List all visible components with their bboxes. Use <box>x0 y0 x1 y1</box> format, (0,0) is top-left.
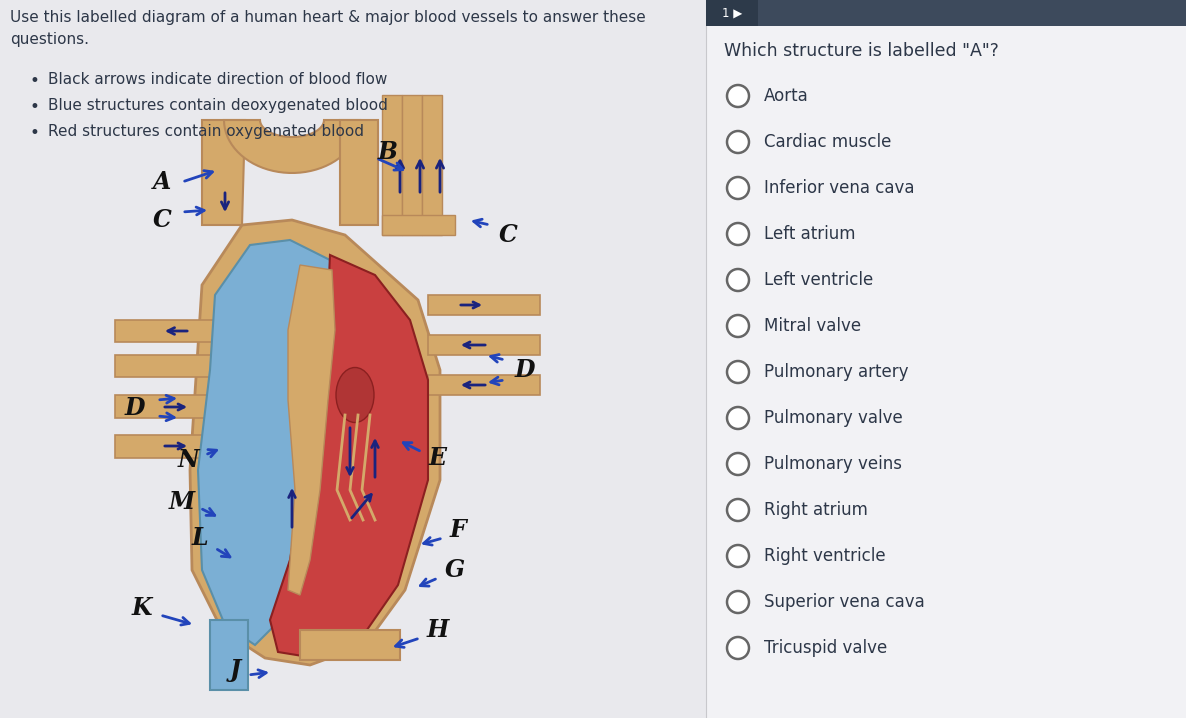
Text: D: D <box>515 358 535 382</box>
Text: Which structure is labelled "A"?: Which structure is labelled "A"? <box>723 42 999 60</box>
Text: Left atrium: Left atrium <box>764 225 855 243</box>
Text: Left ventricle: Left ventricle <box>764 271 873 289</box>
Text: Right ventricle: Right ventricle <box>764 547 886 565</box>
Text: •: • <box>30 72 40 90</box>
Polygon shape <box>198 240 340 645</box>
Circle shape <box>727 269 750 291</box>
Polygon shape <box>115 395 246 418</box>
Polygon shape <box>382 95 402 235</box>
Text: G: G <box>445 558 465 582</box>
Circle shape <box>727 407 750 429</box>
Circle shape <box>727 637 750 659</box>
Text: Red structures contain oxygenated blood: Red structures contain oxygenated blood <box>47 124 364 139</box>
Polygon shape <box>300 630 400 660</box>
Circle shape <box>727 315 750 337</box>
Text: N: N <box>177 448 199 472</box>
Circle shape <box>727 131 750 153</box>
Circle shape <box>727 545 750 567</box>
Text: Cardiac muscle: Cardiac muscle <box>764 133 892 151</box>
Circle shape <box>727 85 750 107</box>
Text: C: C <box>153 208 171 232</box>
Text: K: K <box>132 596 152 620</box>
Polygon shape <box>115 320 246 342</box>
Text: A: A <box>153 170 171 194</box>
Polygon shape <box>190 220 440 665</box>
Circle shape <box>727 177 750 199</box>
Polygon shape <box>202 120 246 225</box>
Polygon shape <box>115 435 246 458</box>
Bar <box>706 0 1186 26</box>
Text: J: J <box>229 658 241 682</box>
Text: Tricuspid valve: Tricuspid valve <box>764 639 887 657</box>
Text: H: H <box>427 618 449 642</box>
Text: L: L <box>192 526 209 550</box>
Polygon shape <box>270 255 428 658</box>
Text: F: F <box>449 518 466 542</box>
Text: Black arrows indicate direction of blood flow: Black arrows indicate direction of blood… <box>47 72 388 87</box>
Polygon shape <box>340 120 378 225</box>
Text: •: • <box>30 124 40 142</box>
Ellipse shape <box>336 368 374 422</box>
Text: B: B <box>378 140 398 164</box>
Text: D: D <box>125 396 145 420</box>
Circle shape <box>727 223 750 245</box>
Text: Pulmonary veins: Pulmonary veins <box>764 455 903 473</box>
Text: E: E <box>429 446 447 470</box>
Text: Pulmonary artery: Pulmonary artery <box>764 363 908 381</box>
Polygon shape <box>428 335 540 355</box>
Polygon shape <box>428 295 540 315</box>
Polygon shape <box>224 120 361 173</box>
Circle shape <box>727 499 750 521</box>
Text: Use this labelled diagram of a human heart & major blood vessels to answer these: Use this labelled diagram of a human hea… <box>9 10 645 25</box>
Text: Blue structures contain deoxygenated blood: Blue structures contain deoxygenated blo… <box>47 98 388 113</box>
Text: Superior vena cava: Superior vena cava <box>764 593 925 611</box>
Bar <box>706 0 1186 718</box>
Circle shape <box>727 361 750 383</box>
Text: Right atrium: Right atrium <box>764 501 868 519</box>
Polygon shape <box>210 620 248 690</box>
Polygon shape <box>402 95 422 235</box>
Text: Aorta: Aorta <box>764 87 809 105</box>
Polygon shape <box>288 265 334 595</box>
Bar <box>0 0 706 718</box>
Text: questions.: questions. <box>9 32 89 47</box>
Text: M: M <box>168 490 195 514</box>
Text: C: C <box>498 223 517 247</box>
Polygon shape <box>115 355 246 377</box>
Polygon shape <box>382 215 455 235</box>
Circle shape <box>727 591 750 613</box>
Circle shape <box>727 453 750 475</box>
Text: •: • <box>30 98 40 116</box>
Text: Pulmonary valve: Pulmonary valve <box>764 409 903 427</box>
Text: Inferior vena cava: Inferior vena cava <box>764 179 914 197</box>
Polygon shape <box>422 95 442 235</box>
Polygon shape <box>428 375 540 395</box>
Text: Mitral valve: Mitral valve <box>764 317 861 335</box>
Bar <box>706 0 758 26</box>
Text: 1 ▶: 1 ▶ <box>722 6 742 19</box>
